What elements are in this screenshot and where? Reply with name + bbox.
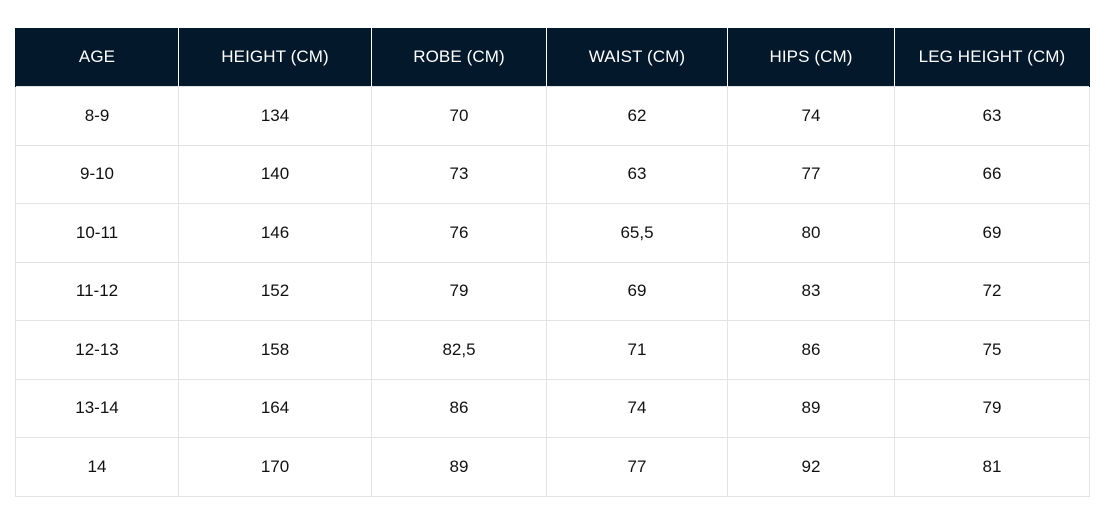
table-row: 10-11 146 76 65,5 80 69 bbox=[15, 203, 1090, 263]
cell-leg-height: 63 bbox=[894, 86, 1090, 146]
cell-robe: 76 bbox=[371, 203, 547, 263]
cell-waist: 63 bbox=[546, 144, 728, 204]
table-row: 8-9 134 70 62 74 63 bbox=[15, 86, 1090, 146]
cell-hips: 80 bbox=[727, 203, 895, 263]
table-header: AGE HEIGHT (CM) ROBE (CM) WAIST (CM) HIP… bbox=[15, 28, 1090, 87]
table-row: 13-14 164 86 74 89 79 bbox=[15, 378, 1090, 438]
table-row: 11-12 152 79 69 83 72 bbox=[15, 261, 1090, 321]
cell-hips: 83 bbox=[727, 261, 895, 321]
cell-robe: 89 bbox=[371, 437, 547, 497]
cell-leg-height: 69 bbox=[894, 203, 1090, 263]
cell-leg-height: 75 bbox=[894, 320, 1090, 380]
header-leg-height: LEG HEIGHT (CM) bbox=[894, 28, 1090, 87]
cell-waist: 65,5 bbox=[546, 203, 728, 263]
cell-height: 152 bbox=[178, 261, 372, 321]
cell-waist: 74 bbox=[546, 378, 728, 438]
cell-leg-height: 79 bbox=[894, 378, 1090, 438]
cell-height: 140 bbox=[178, 144, 372, 204]
header-waist: WAIST (CM) bbox=[546, 28, 728, 87]
cell-height: 164 bbox=[178, 378, 372, 438]
header-row: AGE HEIGHT (CM) ROBE (CM) WAIST (CM) HIP… bbox=[15, 28, 1090, 87]
cell-hips: 74 bbox=[727, 86, 895, 146]
header-robe: ROBE (CM) bbox=[371, 28, 547, 87]
cell-age: 10-11 bbox=[15, 203, 179, 263]
cell-hips: 86 bbox=[727, 320, 895, 380]
cell-age: 8-9 bbox=[15, 86, 179, 146]
header-height: HEIGHT (CM) bbox=[178, 28, 372, 87]
cell-robe: 73 bbox=[371, 144, 547, 204]
cell-height: 170 bbox=[178, 437, 372, 497]
table-body: 8-9 134 70 62 74 63 9-10 140 73 63 77 66… bbox=[15, 86, 1090, 497]
cell-hips: 89 bbox=[727, 378, 895, 438]
header-age: AGE bbox=[15, 28, 179, 87]
cell-age: 11-12 bbox=[15, 261, 179, 321]
cell-hips: 77 bbox=[727, 144, 895, 204]
cell-age: 12-13 bbox=[15, 320, 179, 380]
cell-leg-height: 81 bbox=[894, 437, 1090, 497]
cell-leg-height: 66 bbox=[894, 144, 1090, 204]
cell-waist: 71 bbox=[546, 320, 728, 380]
cell-age: 9-10 bbox=[15, 144, 179, 204]
cell-hips: 92 bbox=[727, 437, 895, 497]
table-row: 12-13 158 82,5 71 86 75 bbox=[15, 320, 1090, 380]
cell-height: 134 bbox=[178, 86, 372, 146]
cell-waist: 77 bbox=[546, 437, 728, 497]
cell-height: 146 bbox=[178, 203, 372, 263]
cell-robe: 82,5 bbox=[371, 320, 547, 380]
cell-age: 13-14 bbox=[15, 378, 179, 438]
cell-age: 14 bbox=[15, 437, 179, 497]
cell-robe: 70 bbox=[371, 86, 547, 146]
cell-height: 158 bbox=[178, 320, 372, 380]
table-row: 14 170 89 77 92 81 bbox=[15, 437, 1090, 497]
cell-robe: 79 bbox=[371, 261, 547, 321]
cell-waist: 62 bbox=[546, 86, 728, 146]
header-hips: HIPS (CM) bbox=[727, 28, 895, 87]
cell-waist: 69 bbox=[546, 261, 728, 321]
cell-robe: 86 bbox=[371, 378, 547, 438]
size-chart-table: AGE HEIGHT (CM) ROBE (CM) WAIST (CM) HIP… bbox=[15, 28, 1090, 497]
table-row: 9-10 140 73 63 77 66 bbox=[15, 144, 1090, 204]
cell-leg-height: 72 bbox=[894, 261, 1090, 321]
